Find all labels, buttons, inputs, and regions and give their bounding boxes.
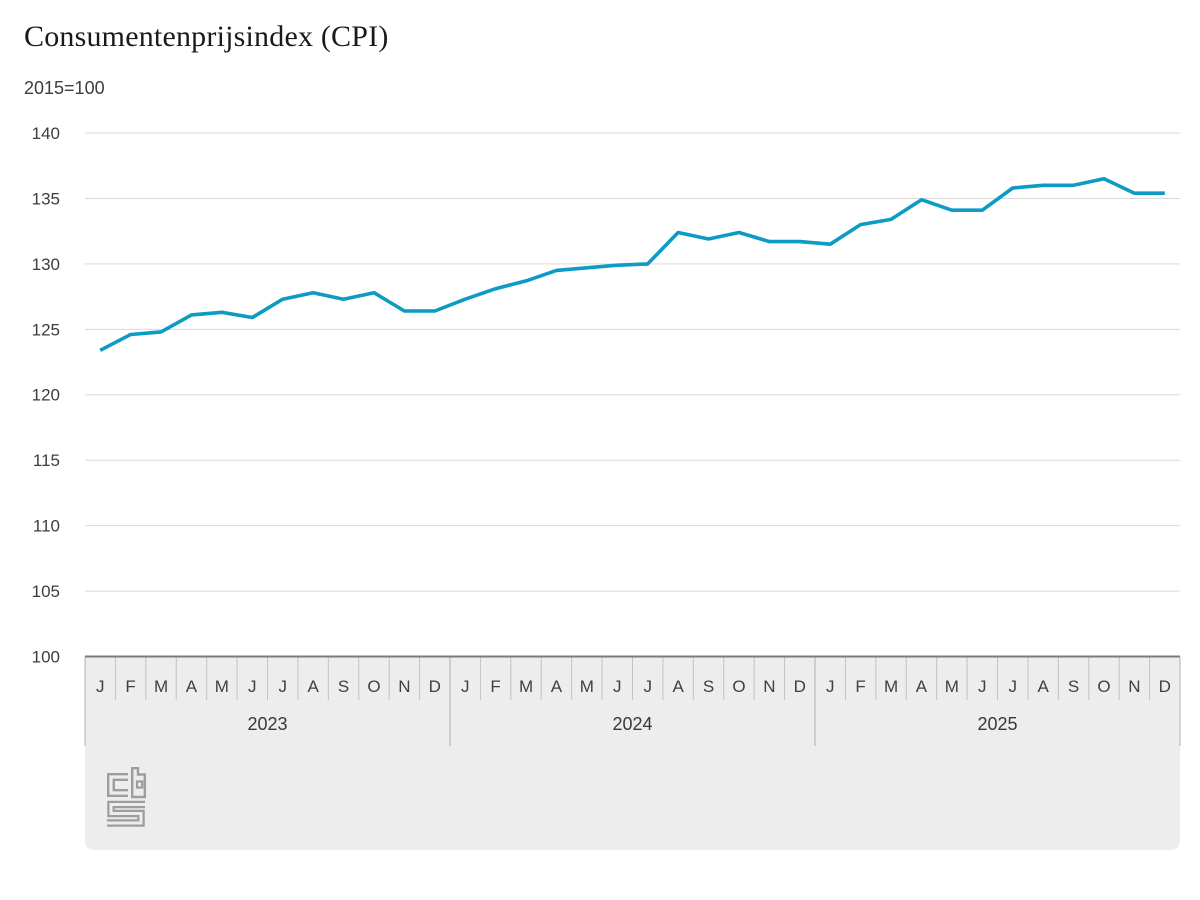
month-label: N [763,677,775,696]
month-label: A [186,677,198,696]
year-label: 2023 [247,714,287,734]
year-label: 2024 [612,714,652,734]
month-label: O [1097,677,1110,696]
month-label: J [978,677,987,696]
page-title: Consumentenprijsindex (CPI) [24,20,389,53]
month-label: J [248,677,257,696]
month-label: J [96,677,105,696]
y-axis-tick-label: 140 [32,124,60,143]
y-axis-tick-label: 115 [33,451,60,470]
y-axis-tick-label: 125 [32,320,60,339]
y-axis-tick-label: 135 [32,189,60,208]
month-label: O [732,677,745,696]
month-label: S [338,677,349,696]
month-label: M [154,677,168,696]
month-label: F [490,677,500,696]
month-label: J [826,677,835,696]
cbs-logo-b [131,767,146,799]
month-label: N [398,677,410,696]
cbs-logo-icon [107,767,146,827]
month-label: J [1008,677,1017,696]
month-label: D [1159,677,1171,696]
cpi-series-line [99,177,1165,352]
month-label: M [884,677,898,696]
month-label: J [278,677,287,696]
y-axis-tick-label: 120 [32,386,60,405]
month-label: F [125,677,135,696]
year-label: 2025 [977,714,1017,734]
month-label: S [1068,677,1079,696]
month-label: J [461,677,470,696]
y-axis-tick-label: 110 [33,517,60,536]
month-label: F [855,677,865,696]
month-label: N [1128,677,1140,696]
unit-label: 2015=100 [24,78,105,98]
month-label: D [794,677,806,696]
month-label: A [672,677,684,696]
month-label: D [429,677,441,696]
month-label: M [945,677,959,696]
month-label: O [367,677,380,696]
month-label: A [1037,677,1049,696]
month-label: A [916,677,928,696]
month-label: A [551,677,563,696]
month-label: S [703,677,714,696]
month-label: M [215,677,229,696]
y-axis-tick-label: 130 [32,255,60,274]
month-label: M [519,677,533,696]
month-label: J [643,677,652,696]
month-label: M [580,677,594,696]
month-axis-band [85,656,1180,850]
month-label: A [307,677,319,696]
y-axis-tick-label: 100 [32,647,60,666]
y-axis-tick-label: 105 [32,582,60,601]
month-label: J [613,677,622,696]
